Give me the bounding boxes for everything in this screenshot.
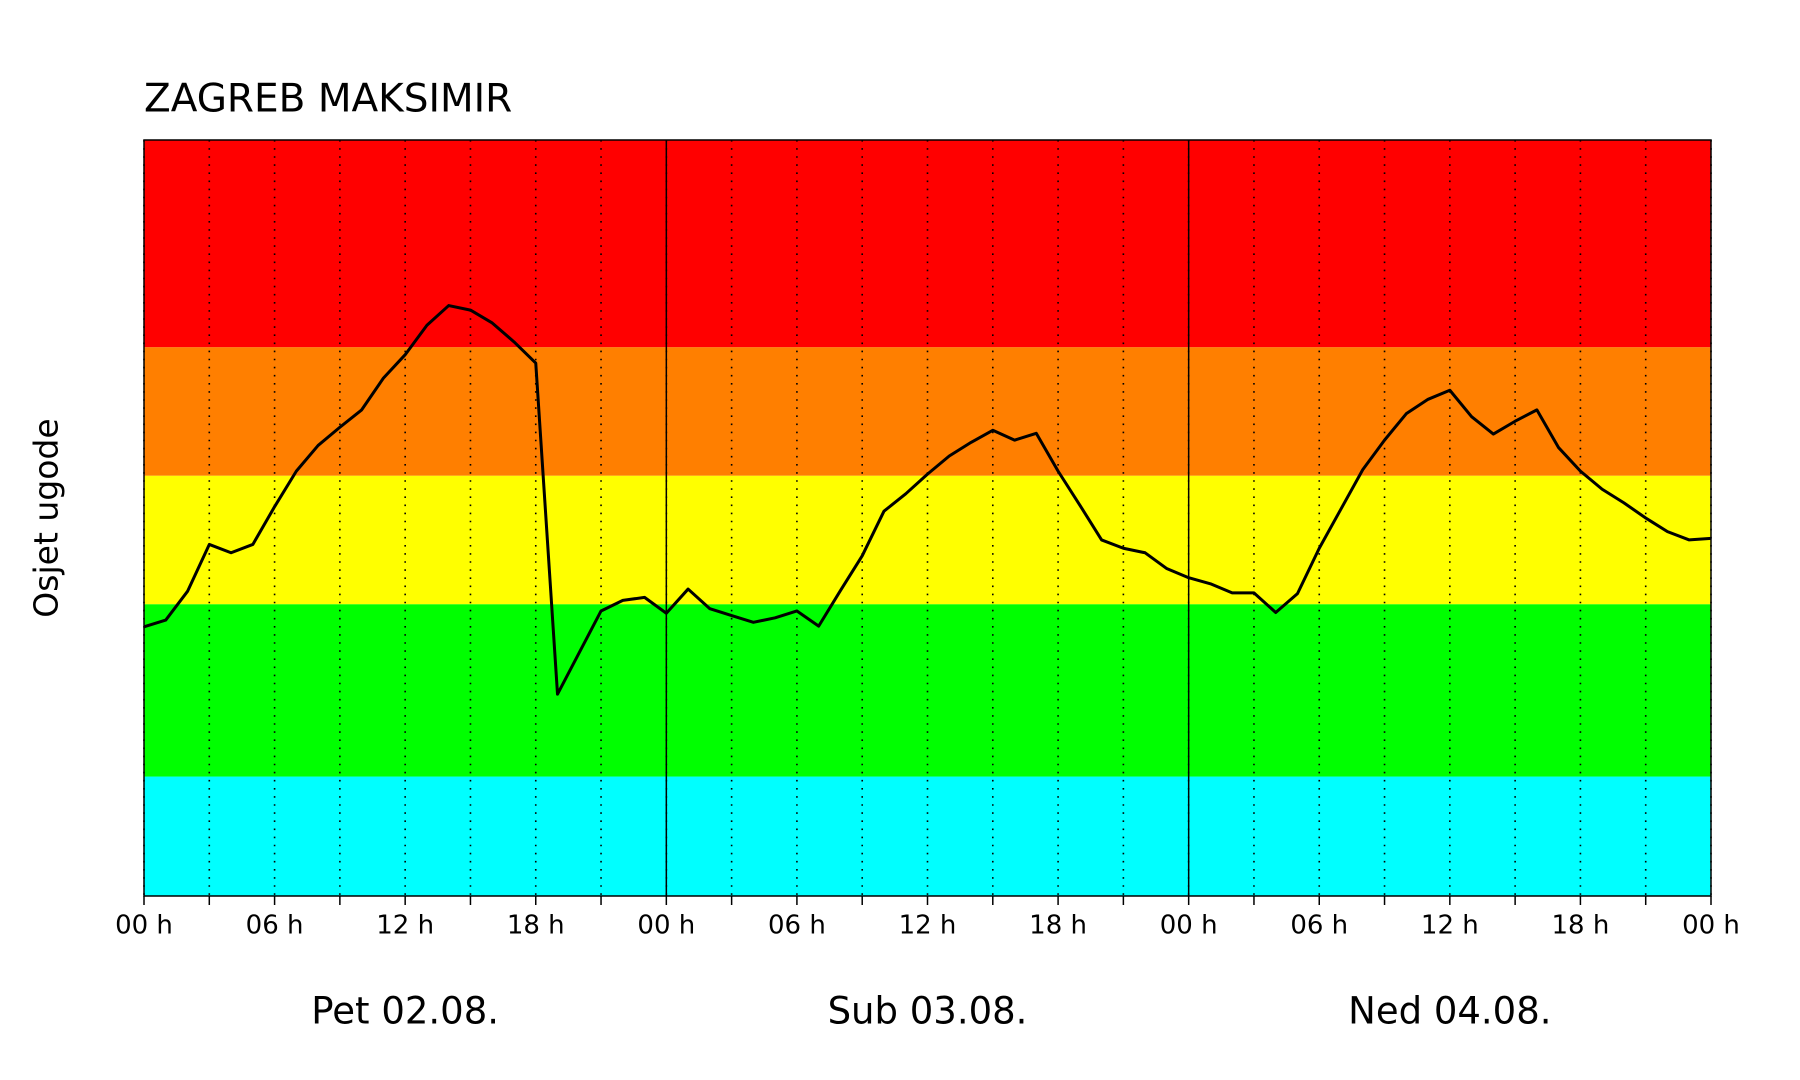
x-tick-label: 06 h [768, 911, 826, 941]
comfort-band [144, 604, 1711, 777]
x-tick-label: 12 h [899, 911, 957, 941]
chart-title: ZAGREB MAKSIMIR [144, 77, 512, 122]
x-tick-label: 00 h [1160, 911, 1218, 941]
comfort-band [144, 347, 1711, 476]
y-axis-label: Osjet ugode [27, 418, 66, 617]
x-tick-label: 06 h [246, 911, 304, 941]
x-tick-label: 00 h [1682, 911, 1740, 941]
x-tick-label: 18 h [507, 911, 565, 941]
x-tick-label: 06 h [1290, 911, 1348, 941]
x-tick-label: 00 h [115, 911, 173, 941]
comfort-band [144, 475, 1711, 605]
day-label: Ned 04.08. [1348, 990, 1551, 1033]
comfort-band [144, 140, 1711, 348]
x-tick-label: 00 h [637, 911, 695, 941]
x-tick-label: 18 h [1552, 911, 1610, 941]
x-tick-label: 12 h [376, 911, 434, 941]
x-tick-label: 18 h [1029, 911, 1087, 941]
day-label: Sub 03.08. [828, 990, 1028, 1033]
plot-frame [143, 139, 1712, 897]
line-series [143, 304, 1712, 696]
day-label: Pet 02.08. [311, 990, 499, 1033]
x-tick-label: 12 h [1421, 911, 1479, 941]
